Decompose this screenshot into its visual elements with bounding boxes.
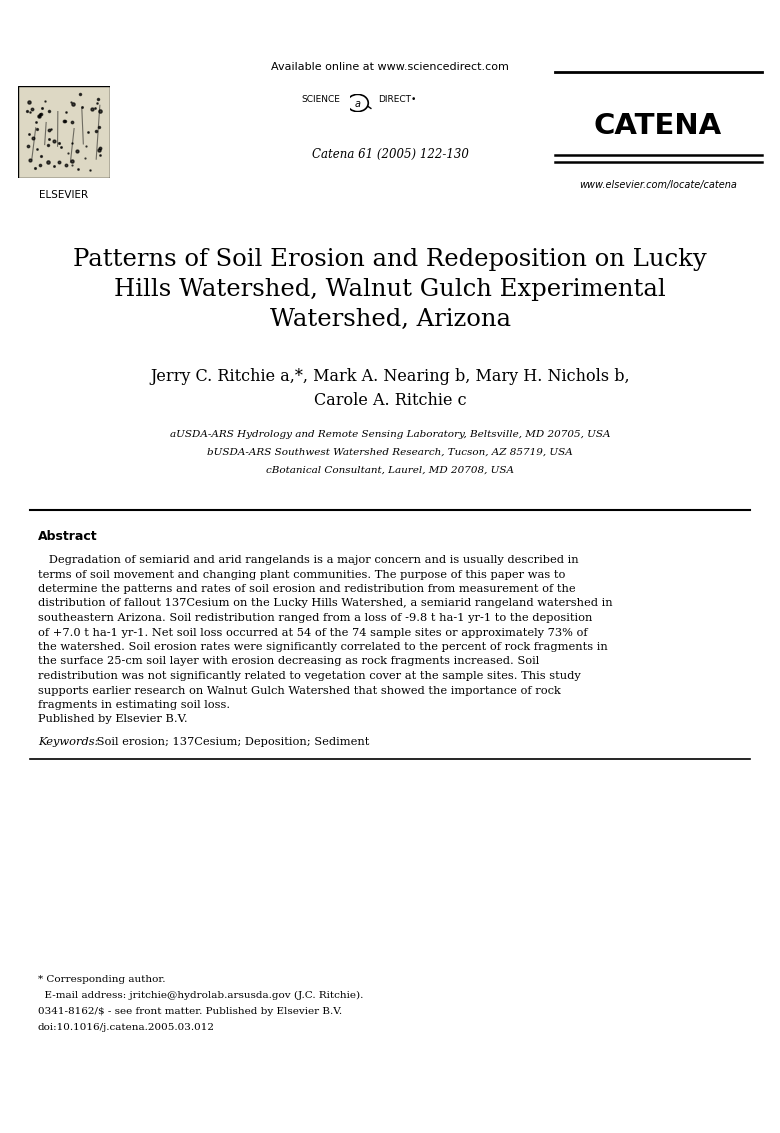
Text: fragments in estimating soil loss.: fragments in estimating soil loss. [38, 700, 230, 710]
Text: a: a [355, 99, 360, 109]
Text: the watershed. Soil erosion rates were significantly correlated to the percent o: the watershed. Soil erosion rates were s… [38, 642, 608, 651]
Text: Degradation of semiarid and arid rangelands is a major concern and is usually de: Degradation of semiarid and arid rangela… [38, 555, 579, 565]
Text: Keywords:: Keywords: [38, 736, 98, 747]
Text: * Corresponding author.: * Corresponding author. [38, 976, 165, 983]
Text: of +7.0 t ha-1 yr-1. Net soil loss occurred at 54 of the 74 sample sites or appr: of +7.0 t ha-1 yr-1. Net soil loss occur… [38, 628, 587, 638]
Text: the surface 25-cm soil layer with erosion decreasing as rock fragments increased: the surface 25-cm soil layer with erosio… [38, 656, 539, 666]
Text: Jerry C. Ritchie a,*, Mark A. Nearing b, Mary H. Nichols b,: Jerry C. Ritchie a,*, Mark A. Nearing b,… [151, 368, 629, 385]
Text: terms of soil movement and changing plant communities. The purpose of this paper: terms of soil movement and changing plan… [38, 570, 566, 579]
Text: CATENA: CATENA [594, 112, 722, 140]
Text: Abstract: Abstract [38, 530, 98, 543]
Text: aUSDA-ARS Hydrology and Remote Sensing Laboratory, Beltsville, MD 20705, USA: aUSDA-ARS Hydrology and Remote Sensing L… [170, 431, 610, 438]
Text: E-mail address: jritchie@hydrolab.arsusda.gov (J.C. Ritchie).: E-mail address: jritchie@hydrolab.arsusd… [38, 991, 363, 1000]
Text: doi:10.1016/j.catena.2005.03.012: doi:10.1016/j.catena.2005.03.012 [38, 1023, 215, 1032]
Text: ELSEVIER: ELSEVIER [40, 190, 89, 201]
Text: Soil erosion; 137Cesium; Deposition; Sediment: Soil erosion; 137Cesium; Deposition; Sed… [93, 736, 370, 747]
Text: redistribution was not significantly related to vegetation cover at the sample s: redistribution was not significantly rel… [38, 671, 581, 681]
Text: Catena 61 (2005) 122-130: Catena 61 (2005) 122-130 [311, 148, 469, 161]
Text: cBotanical Consultant, Laurel, MD 20708, USA: cBotanical Consultant, Laurel, MD 20708,… [266, 466, 514, 475]
Text: 0341-8162/$ - see front matter. Published by Elsevier B.V.: 0341-8162/$ - see front matter. Publishe… [38, 1007, 342, 1016]
Text: Available online at www.sciencedirect.com: Available online at www.sciencedirect.co… [271, 62, 509, 73]
Text: southeastern Arizona. Soil redistribution ranged from a loss of -9.8 t ha-1 yr-1: southeastern Arizona. Soil redistributio… [38, 613, 592, 623]
Text: determine the patterns and rates of soil erosion and redistribution from measure: determine the patterns and rates of soil… [38, 583, 576, 594]
Text: www.elsevier.com/locate/catena: www.elsevier.com/locate/catena [579, 180, 737, 190]
Text: SCIENCE: SCIENCE [301, 95, 340, 104]
Text: distribution of fallout 137Cesium on the Lucky Hills Watershed, a semiarid range: distribution of fallout 137Cesium on the… [38, 598, 612, 608]
Text: supports earlier research on Walnut Gulch Watershed that showed the importance o: supports earlier research on Walnut Gulc… [38, 685, 561, 696]
FancyBboxPatch shape [18, 86, 110, 178]
Text: Published by Elsevier B.V.: Published by Elsevier B.V. [38, 715, 188, 724]
Text: Carole A. Ritchie c: Carole A. Ritchie c [314, 392, 466, 409]
Text: Patterns of Soil Erosion and Redeposition on Lucky
Hills Watershed, Walnut Gulch: Patterns of Soil Erosion and Redepositio… [73, 248, 707, 331]
Text: DIRECT•: DIRECT• [378, 95, 417, 104]
Text: bUSDA-ARS Southwest Watershed Research, Tucson, AZ 85719, USA: bUSDA-ARS Southwest Watershed Research, … [207, 448, 573, 457]
